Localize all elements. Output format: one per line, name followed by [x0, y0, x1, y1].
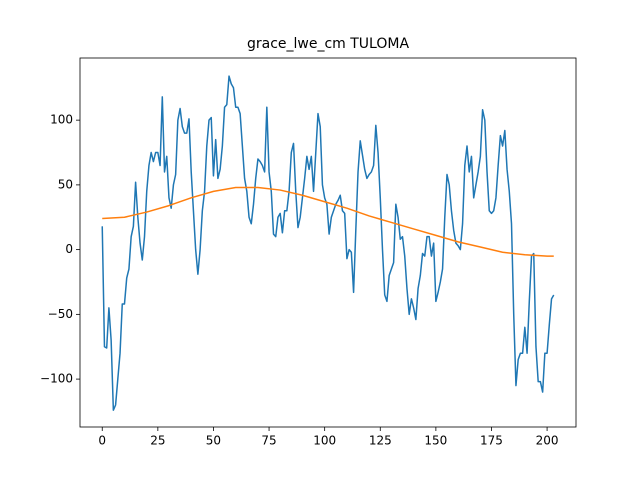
- y-tick-label: 100: [50, 113, 73, 127]
- chart-title: grace_lwe_cm TULOMA: [247, 36, 409, 52]
- x-tick-label: 25: [150, 434, 165, 448]
- plot-frame: [79, 57, 577, 428]
- x-tick-label: 0: [98, 434, 106, 448]
- y-tick-label: −50: [48, 307, 73, 321]
- x-tick-label: 100: [313, 434, 336, 448]
- line-series: [101, 75, 555, 411]
- line-series: [102, 186, 554, 257]
- x-tick-label: 200: [536, 434, 559, 448]
- x-tick-label: 175: [480, 434, 503, 448]
- x-tick-label: 50: [206, 434, 221, 448]
- y-tick-label: 50: [58, 177, 73, 191]
- x-tick-label: 75: [261, 434, 276, 448]
- x-tick-label: 150: [424, 434, 447, 448]
- y-tick-label: −100: [40, 372, 73, 386]
- y-tick-label: 0: [65, 242, 73, 256]
- x-tick-label: 125: [369, 434, 392, 448]
